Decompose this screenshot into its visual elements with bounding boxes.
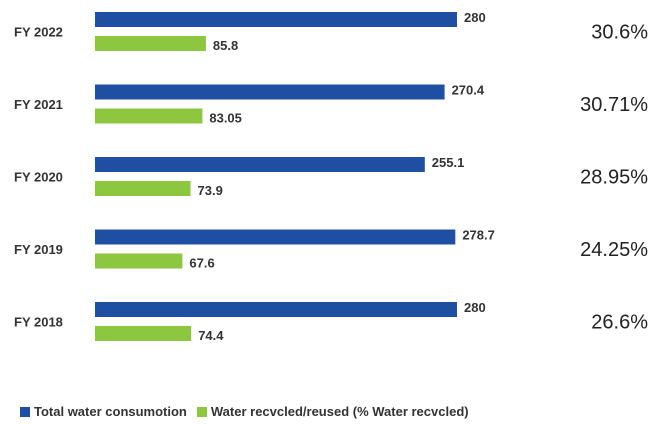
value-label: 280 <box>464 300 486 315</box>
bar-recycled <box>95 253 183 269</box>
legend-label-recycled: Water recvcled/reused (% Water recvcled) <box>210 404 469 419</box>
bar-total <box>95 302 457 317</box>
value-label: 280 <box>464 10 486 25</box>
bar-total <box>95 84 445 100</box>
category-label: FY 2019 <box>14 242 63 257</box>
bar-total <box>95 12 457 27</box>
legend-swatch-recycled <box>196 406 207 417</box>
bar-total <box>95 157 425 172</box>
value-label: 270.4 <box>452 83 485 98</box>
percent-recycled-label: 24.25% <box>580 239 648 261</box>
percent-recycled-label: 28.95% <box>580 167 648 189</box>
bar-recycled <box>95 326 192 341</box>
category-label: FY 2018 <box>14 315 63 330</box>
value-label: 85.8 <box>213 38 238 53</box>
value-label: 74.4 <box>198 328 224 343</box>
value-label: 278.7 <box>462 228 495 243</box>
legend: Total water consumotion Water recvcled/r… <box>20 404 469 419</box>
bar-recycled <box>95 181 191 196</box>
bar-recycled <box>95 108 203 124</box>
category-label: FY 2021 <box>14 97 63 112</box>
category-label: FY 2020 <box>14 170 63 185</box>
bar-recycled <box>95 36 206 51</box>
value-label: 73.9 <box>198 183 223 198</box>
category-label: FY 2022 <box>14 25 63 40</box>
percent-recycled-label: 30.71% <box>580 94 648 116</box>
legend-item-recycled: Water recvcled/reused (% Water recvcled) <box>196 404 469 419</box>
legend-swatch-total <box>20 406 30 417</box>
percent-recycled-label: 30.6% <box>591 22 648 44</box>
value-label: 255.1 <box>432 155 465 170</box>
value-label: 67.6 <box>189 256 214 271</box>
percent-recycled-label: 26.6% <box>591 312 648 334</box>
legend-label-total: Total water consumotion <box>34 404 187 419</box>
legend-item-total: Total water consumotion <box>20 404 187 419</box>
value-label: 83.05 <box>209 111 242 126</box>
bar-total <box>95 229 456 245</box>
